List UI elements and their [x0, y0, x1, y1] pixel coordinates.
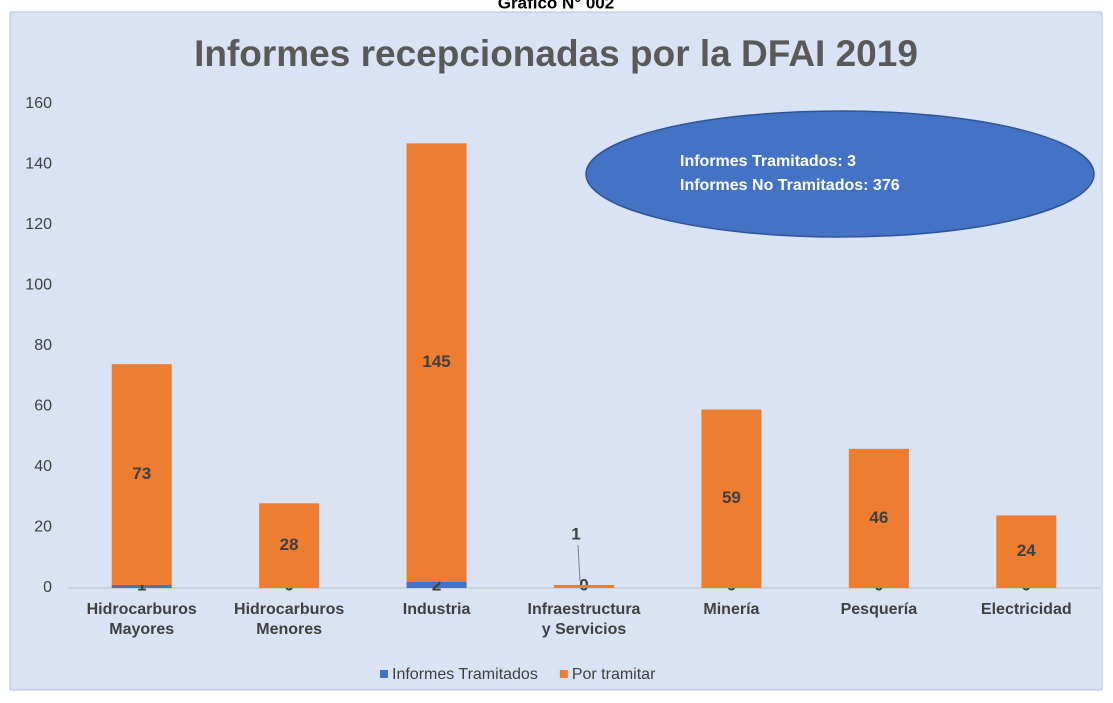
data-label: 2: [432, 575, 441, 594]
x-tick-label: Hidrocarburos Mayores: [87, 601, 197, 638]
caption: Gráfico N° 002: [498, 0, 614, 12]
x-tick-label: Pesquería: [841, 601, 918, 618]
annotation-ellipse: [585, 110, 1095, 238]
leader-line: [577, 544, 581, 582]
bar-segment: [406, 581, 467, 588]
annotation-text: Informes Tramitados: 3: [680, 153, 856, 170]
data-label: 24: [1017, 541, 1036, 560]
y-tick-label: 140: [25, 156, 52, 173]
data-label: 73: [132, 464, 151, 483]
y-tick-label: 100: [25, 277, 52, 294]
x-tick-label: Infraestructura y Servicios: [528, 601, 641, 638]
bar-segment: [848, 448, 909, 588]
chart-title: Informes recepcionadas por la DFAI 2019: [194, 33, 918, 74]
x-tick-label: Hidrocarburos Menores: [234, 601, 344, 638]
legend-label: Informes Tramitados: [392, 666, 538, 683]
legend-swatch: [559, 670, 568, 678]
bar-segment: [111, 584, 172, 588]
y-tick-label: 120: [25, 216, 52, 233]
legend-swatch: [380, 670, 388, 678]
data-label: 46: [869, 508, 888, 527]
y-tick-label: 60: [34, 398, 52, 415]
bar-segment: [111, 364, 172, 585]
x-tick-label: Minería: [703, 601, 759, 618]
annotation-text: Informes No Tramitados: 376: [680, 177, 900, 194]
bar-segment: [701, 409, 762, 588]
data-label: 59: [722, 488, 741, 507]
y-tick-label: 40: [34, 458, 52, 475]
y-tick-label: 80: [34, 337, 52, 354]
data-label: 1: [571, 524, 580, 543]
bar-segment: [406, 143, 467, 582]
bar-segment: [259, 503, 320, 588]
data-label: 1: [137, 575, 146, 594]
y-tick-label: 20: [34, 519, 52, 536]
bar-segment: [554, 584, 614, 588]
y-tick-label: 0: [43, 579, 52, 596]
data-label: 145: [422, 352, 450, 371]
bar-segment: [996, 515, 1057, 588]
data-label: 28: [280, 535, 299, 554]
y-tick-label: 160: [25, 95, 52, 112]
x-tick-label: Electricidad: [981, 601, 1072, 618]
x-tick-label: Industria: [403, 601, 471, 618]
legend-label: Por tramitar: [572, 666, 656, 683]
